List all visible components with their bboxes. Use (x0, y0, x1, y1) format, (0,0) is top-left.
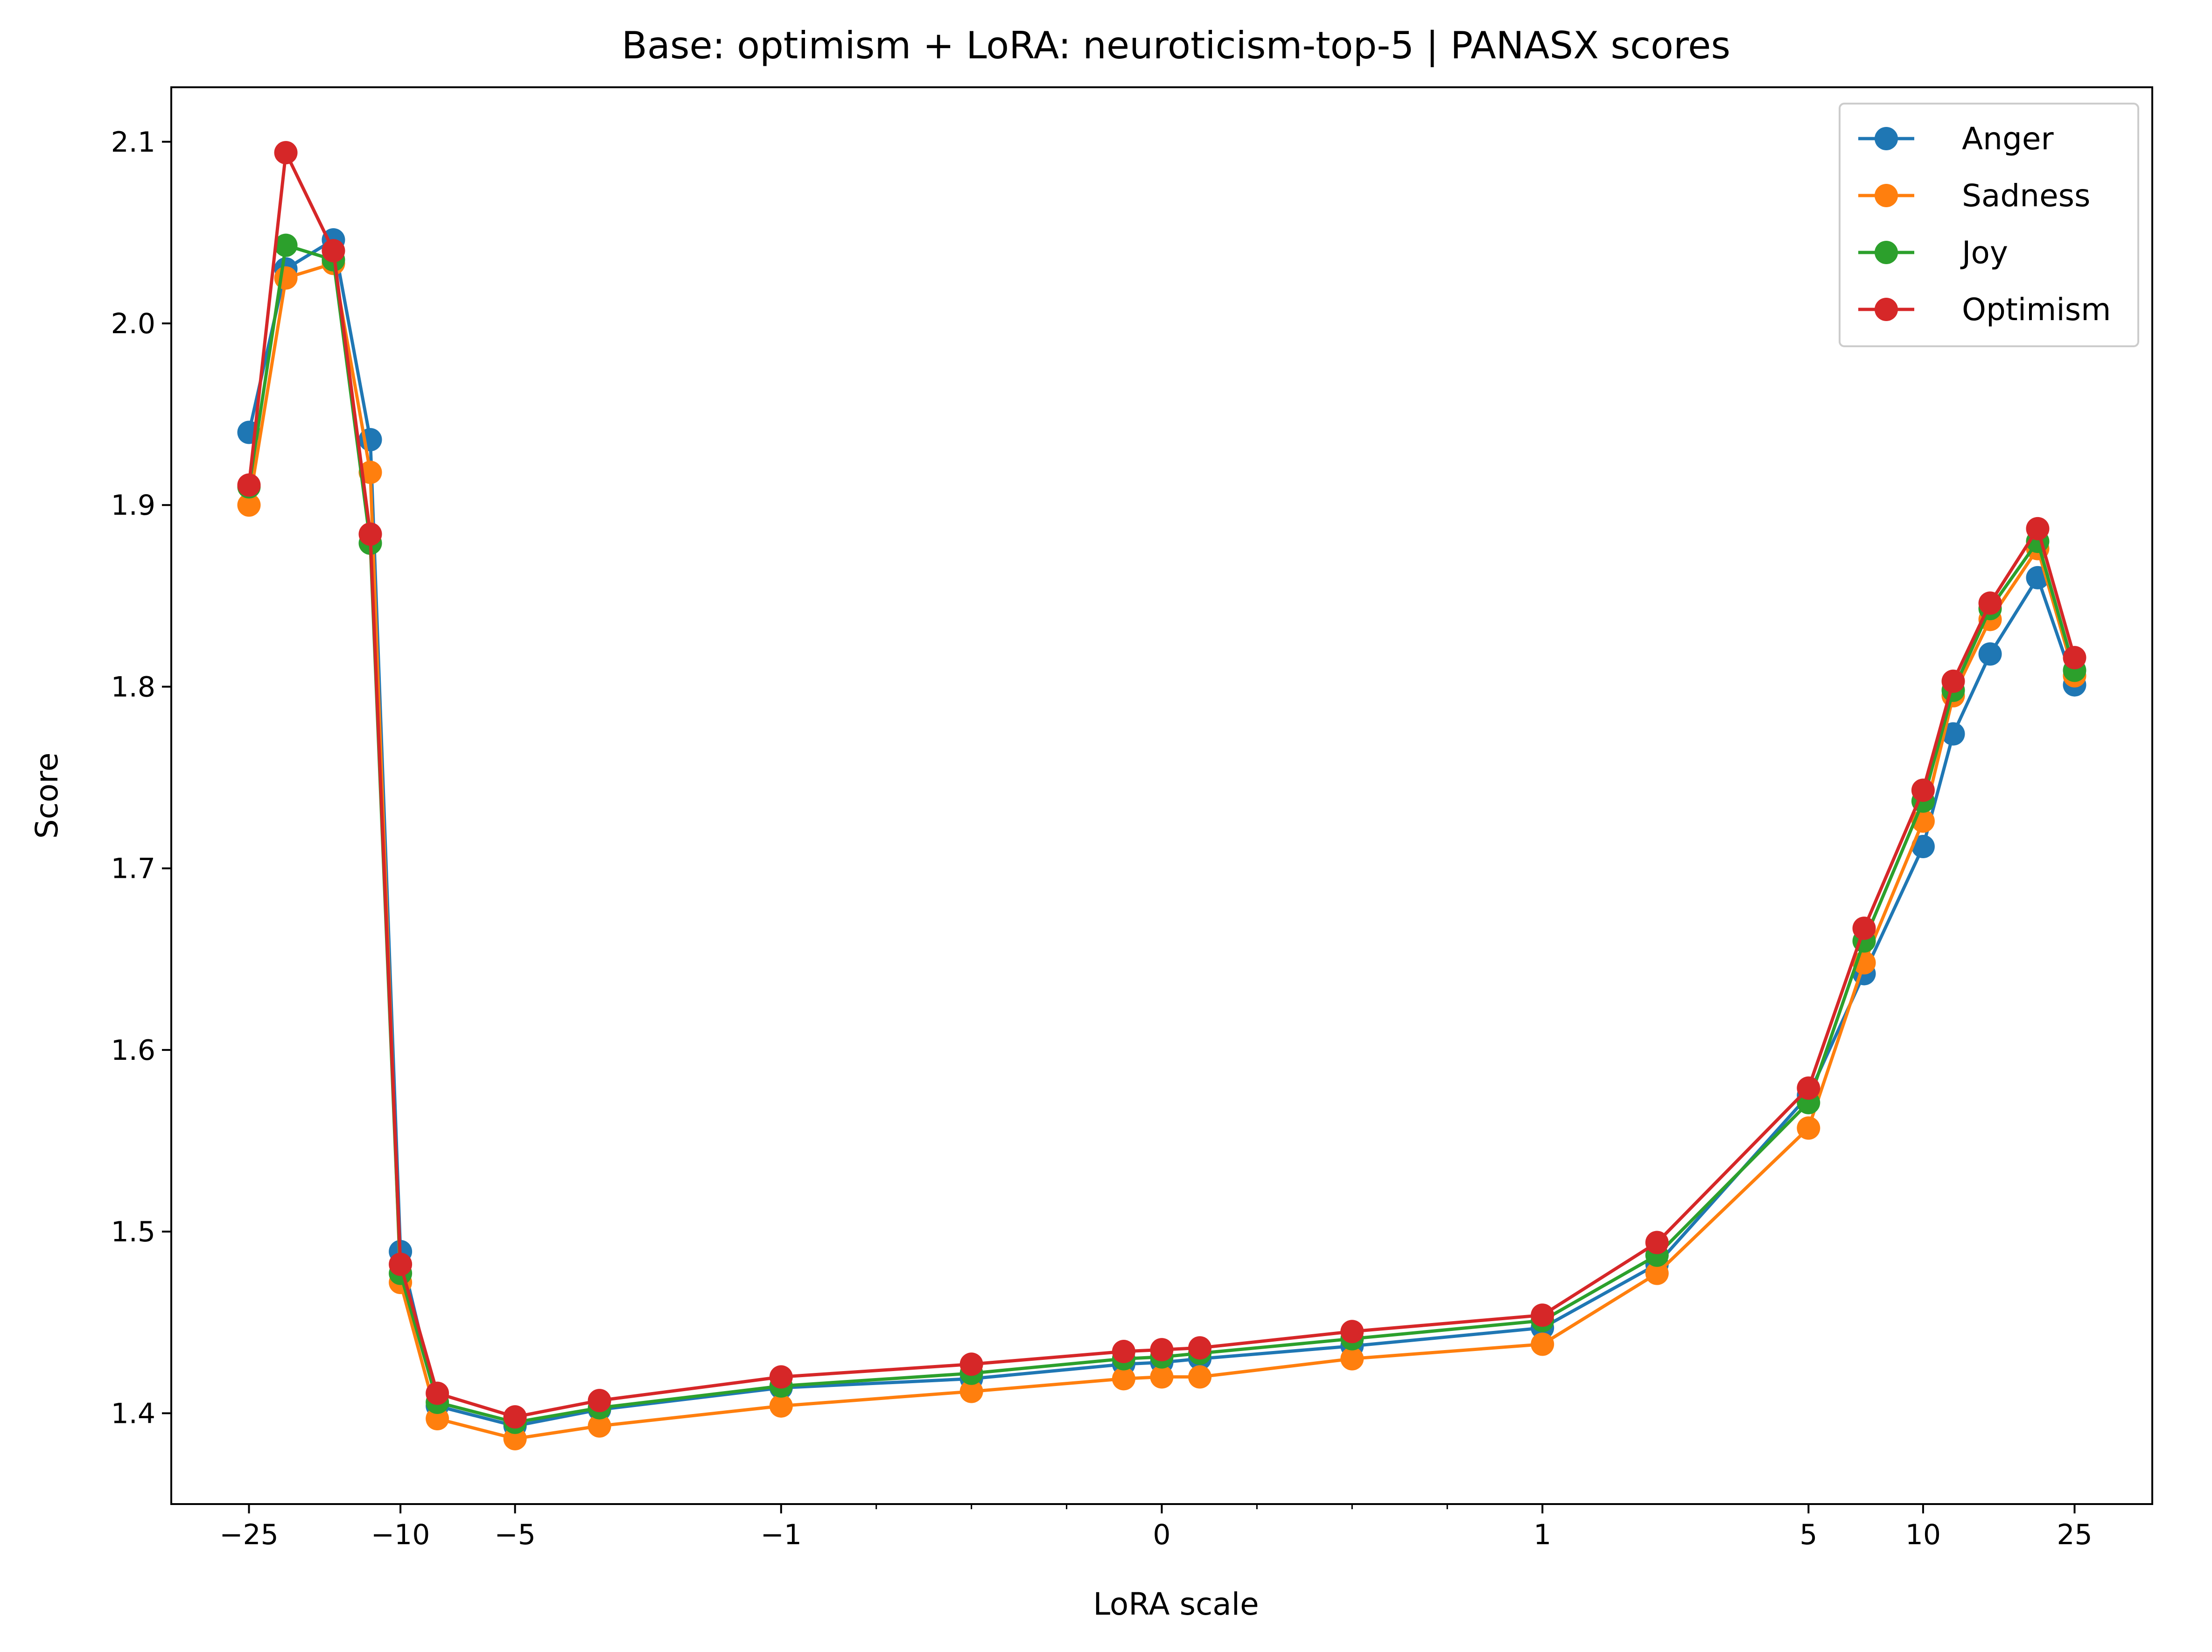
legend-marker (1875, 241, 1898, 264)
legend-item: Anger (1858, 121, 2054, 157)
data-point (1911, 778, 1935, 802)
data-point (1188, 1365, 1212, 1389)
x-axis: −25 −10 −5 −1 0 1 5 10 25 (219, 1504, 2093, 1551)
legend-label: Joy (1960, 235, 2008, 271)
data-point (426, 1381, 449, 1405)
y-tick-label: 1.4 (111, 1397, 155, 1430)
x-tick-label: −25 (219, 1519, 279, 1551)
y-axis-label: Score (29, 753, 65, 839)
x-tick-label: −1 (761, 1519, 802, 1551)
y-tick-label: 1.7 (111, 853, 155, 885)
data-point (959, 1379, 983, 1403)
y-tick-label: 1.9 (111, 489, 155, 522)
plot-area (237, 141, 2086, 1450)
x-tick-label: 5 (1799, 1519, 1817, 1551)
y-tick-label: 2.0 (111, 308, 155, 340)
data-point (1645, 1231, 1669, 1254)
legend-marker (1875, 127, 1898, 150)
x-tick-label: 0 (1153, 1519, 1170, 1551)
chart-title: Base: optimism + LoRA: neuroticism-top-5… (622, 24, 1730, 68)
legend-item: Optimism (1858, 292, 2111, 328)
legend-label: Sadness (1962, 178, 2090, 214)
data-point (1531, 1332, 1554, 1356)
legend-label: Anger (1962, 121, 2054, 157)
legend-marker (1875, 184, 1898, 207)
data-point (1797, 1116, 1820, 1140)
x-axis-label: LoRA scale (1093, 1586, 1259, 1622)
y-tick-label: 1.6 (111, 1034, 155, 1067)
data-point (1531, 1303, 1554, 1327)
data-point (1645, 1261, 1669, 1285)
data-point (1150, 1365, 1174, 1389)
data-point (2026, 517, 2050, 540)
data-point (959, 1352, 983, 1376)
legend: Anger Sadness Joy Optimism (1839, 103, 2139, 347)
data-point (274, 233, 298, 257)
legend-box (1839, 103, 2139, 347)
data-point (389, 1253, 413, 1276)
data-point (1941, 669, 1965, 693)
data-point (274, 266, 298, 290)
legend-label: Optimism (1962, 292, 2111, 328)
data-point (1112, 1340, 1135, 1364)
data-point (588, 1389, 611, 1413)
y-tick-label: 1.5 (111, 1216, 155, 1248)
x-tick-label: 10 (1905, 1519, 1941, 1551)
legend-item: Joy (1858, 235, 2008, 271)
y-tick-label: 2.1 (111, 126, 155, 159)
x-tick-label: 25 (2057, 1519, 2092, 1551)
data-point (1112, 1367, 1135, 1391)
data-point (274, 141, 298, 165)
data-point (237, 493, 261, 517)
y-tick-label: 1.8 (111, 671, 155, 703)
data-point (503, 1405, 527, 1429)
data-point (503, 1427, 527, 1450)
data-point (322, 239, 345, 263)
data-point (2063, 646, 2086, 670)
data-point (588, 1414, 611, 1438)
data-point (1150, 1338, 1174, 1362)
data-point (1978, 642, 2002, 666)
data-point (1911, 834, 1935, 858)
legend-marker (1875, 298, 1898, 321)
data-point (769, 1394, 793, 1418)
data-point (237, 473, 261, 497)
x-tick-label: 1 (1533, 1519, 1551, 1551)
legend-item: Sadness (1858, 178, 2090, 214)
y-axis: 1.4 1.5 1.6 1.7 1.8 1.9 2.0 2.1 (111, 126, 171, 1430)
data-point (1978, 591, 2002, 615)
data-point (1188, 1336, 1212, 1360)
data-point (1941, 722, 1965, 746)
data-point (426, 1407, 449, 1431)
series-optimism (237, 141, 2086, 1429)
data-point (1852, 917, 1876, 940)
data-point (769, 1365, 793, 1389)
data-point (1340, 1320, 1364, 1344)
data-point (1340, 1347, 1364, 1371)
data-point (1797, 1076, 1820, 1100)
data-point (358, 522, 382, 546)
x-tick-label: −10 (371, 1519, 430, 1551)
x-tick-label: −5 (494, 1519, 535, 1551)
